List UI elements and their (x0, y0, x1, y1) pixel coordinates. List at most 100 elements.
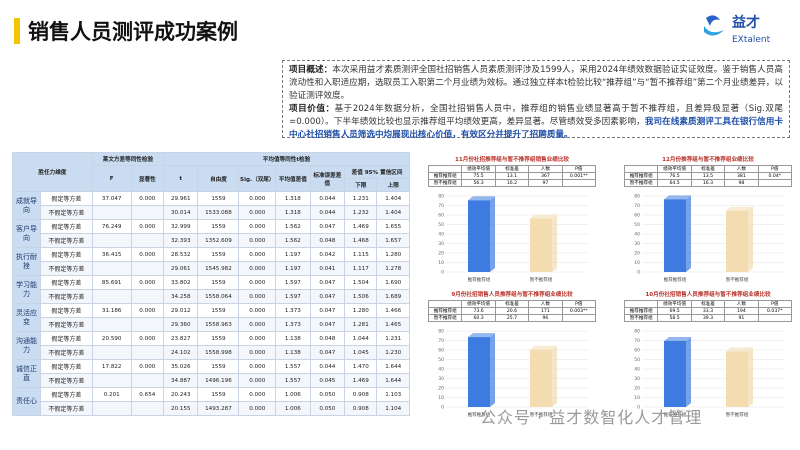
group-header: 平均值等同性t检验 (162, 152, 411, 166)
y-tick-label: 80 (634, 194, 640, 200)
cell: 1.373 (275, 303, 311, 318)
variant: 不假定等方差 (40, 373, 93, 388)
slide-title: 销售人员测评成功案例 (28, 20, 238, 44)
cell: 0.047 (309, 275, 346, 290)
cell: 1.117 (344, 261, 378, 276)
mini-header: 绩效平均值 标准差 人数 P值 (427, 165, 597, 173)
cell: 1.318 (275, 205, 311, 220)
cell: 0.000 (238, 289, 277, 304)
mini-head: 绩效平均值 (461, 165, 496, 173)
cell: 1.231 (376, 331, 410, 346)
bar-chart: 0 10 20 30 40 50 60 70 80 推荐推荐组 暂不推荐组 (634, 329, 784, 418)
cell (130, 289, 164, 304)
y-tick-label: 60 (634, 348, 640, 354)
bar (468, 200, 490, 272)
mini-head: 人数 (724, 300, 759, 308)
cell: 1.470 (344, 359, 378, 374)
cell: 0.000 (238, 275, 277, 290)
cell: 1.280 (376, 247, 410, 262)
mini-row: 推荐推荐组 76.5 13.5 381 0.04* (623, 172, 793, 180)
y-tick-label: 50 (634, 357, 640, 363)
cell: 24.102 (162, 345, 199, 360)
table-row: 不假定等方差 20.155 1493.287 0.000 1.006 0.050 0.908… (13, 401, 410, 416)
cell: 0.000 (130, 331, 164, 346)
y-tick-label: 60 (438, 213, 444, 219)
cell: 1.197 (275, 261, 311, 276)
mini-head: P值 (561, 300, 597, 308)
mini-name: 推荐推荐组 (427, 307, 463, 315)
cell: 0.000 (130, 303, 164, 318)
cell: 1.469 (344, 219, 378, 234)
cell: 0.000 (238, 373, 277, 388)
cell: 0.000 (238, 219, 277, 234)
bar-side (490, 333, 495, 407)
table-row: 灵活应变 假定等方差 31.186 0.000 29.012 1559 0.000 1.373… (11, 303, 410, 332)
dimension: 沟通能力 (11, 331, 42, 360)
cell: 0.044 (309, 191, 346, 206)
variant: 不假定等方差 (40, 289, 93, 304)
cell: 0.000 (238, 303, 277, 318)
mini-name: 暂不推荐组 (427, 179, 463, 187)
variant: 假定等方差 (40, 303, 93, 318)
overview-label: 项目概述： (289, 65, 333, 75)
logo-name: 益才 (732, 14, 760, 31)
mini-cell: 171 (528, 307, 563, 315)
chart-title: 10月份社招销售人员推荐组与暂不推荐组业绩比较 (645, 292, 771, 298)
cell: 0.042 (309, 247, 346, 262)
bar-top (468, 333, 495, 338)
cell: 0.041 (309, 261, 346, 276)
chart-title: 9月份社招销售人员推荐组与暂不推荐组业绩比较 (451, 292, 573, 298)
mini-cell: 25.7 (494, 314, 530, 322)
chart-title: 12月份推荐组与暂不推荐组业绩比较 (662, 157, 754, 163)
cell: 1.138 (275, 331, 311, 346)
y-tick-label: 10 (634, 395, 640, 401)
cell: 1.597 (275, 289, 311, 304)
mini-header: 绩效平均值 标准差 人数 P值 (623, 165, 793, 173)
mini-cell: 64.5 (657, 179, 692, 187)
bar-top (468, 196, 495, 201)
mini-head: 人数 (528, 165, 563, 173)
cell: 29.061 (162, 261, 199, 276)
mini-cell: 91 (724, 314, 759, 322)
mini-cell: 69.5 (657, 307, 692, 315)
y-tick-label: 0 (637, 270, 640, 276)
cell: 1.506 (344, 289, 378, 304)
cell: 20.155 (162, 401, 199, 416)
x-tick-label: 暂不推荐组 (726, 411, 749, 418)
y-tick-label: 70 (438, 338, 444, 344)
cell: 1.562 (275, 233, 311, 248)
cell (130, 233, 164, 248)
mini-name: 推荐推荐组 (623, 172, 659, 180)
variant: 不假定等方差 (40, 345, 93, 360)
mini-cell: 0.04* (757, 172, 793, 180)
logo-sub: EXtalent (732, 35, 771, 45)
mini-table: 绩效平均值 标准差 人数 P值 推荐推荐组 73.6 20.6 171 0.003** 暂不推荐组… (427, 300, 597, 322)
mini-head: 标准差 (690, 165, 726, 173)
bar-top (726, 347, 753, 352)
mini-cell: 20.6 (494, 307, 530, 315)
cell (130, 317, 164, 332)
value-label: 项目价值： (289, 104, 335, 114)
y-tick-label: 40 (438, 232, 444, 238)
cell: 33.802 (162, 275, 199, 290)
variant: 不假定等方差 (40, 233, 93, 248)
cell: 1.281 (344, 317, 378, 332)
chart-title: 11月份社招推荐组与暂不推荐组销售业绩比较 (454, 157, 570, 163)
table-row: 学习能力 假定等方差 85.691 0.000 33.802 1559 0.000 1.597… (11, 275, 410, 304)
x-tick-label: 推荐推荐组 (468, 276, 491, 283)
cell: 34.258 (162, 289, 199, 304)
mini-row: 暂不推荐组 58.5 39.3 91 (623, 314, 793, 322)
ttest-table: 胜任力维度 莱文方差等同性检验 平均值等同性t检验 F 显著性 t 自由度 Sig.（双尾）平… (11, 152, 411, 416)
y-tick-label: 80 (634, 329, 640, 335)
mini-cell: 16.2 (494, 179, 530, 187)
dimension: 诚信正直 (11, 359, 42, 388)
table-row: 不假定等方差 34.887 1496.196 0.000 1.557 0.045 1.469… (13, 373, 410, 388)
cell (91, 317, 132, 332)
mini-cell: 73.6 (461, 307, 496, 315)
y-tick-label: 60 (634, 213, 640, 219)
mini-head: 绩效平均值 (657, 165, 692, 173)
column-header: 平均值差值 (275, 165, 311, 192)
variant: 不假定等方差 (40, 205, 93, 220)
mini-head: 标准差 (690, 300, 726, 308)
mini-row: 暂不推荐组 64.5 16.3 98 (623, 179, 793, 187)
